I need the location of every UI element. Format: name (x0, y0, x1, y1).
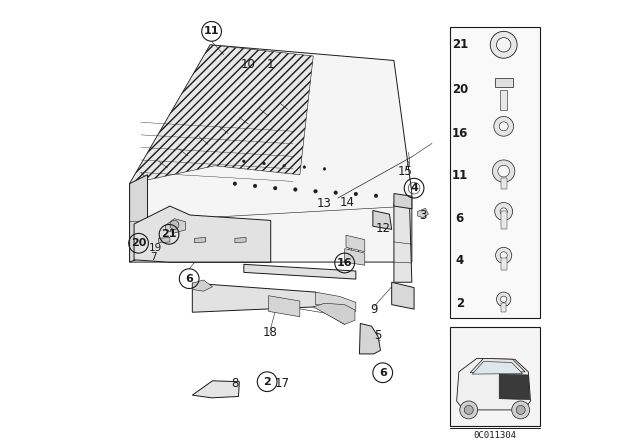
Polygon shape (192, 381, 239, 398)
Polygon shape (159, 237, 170, 243)
Circle shape (374, 194, 378, 198)
Text: 16: 16 (452, 126, 468, 140)
Polygon shape (394, 204, 412, 282)
Text: 19: 19 (149, 243, 162, 253)
Polygon shape (470, 358, 525, 373)
FancyBboxPatch shape (500, 258, 507, 270)
Circle shape (354, 192, 358, 196)
FancyBboxPatch shape (500, 178, 507, 189)
Polygon shape (235, 237, 246, 243)
Text: 20: 20 (452, 83, 468, 96)
Text: 4: 4 (456, 254, 464, 267)
Polygon shape (130, 175, 148, 262)
Text: 20: 20 (131, 238, 147, 248)
Circle shape (394, 195, 398, 199)
Circle shape (499, 122, 508, 131)
Text: 1: 1 (267, 58, 275, 72)
Text: 21: 21 (161, 229, 177, 239)
Text: 0C011304: 0C011304 (473, 431, 516, 440)
FancyBboxPatch shape (450, 27, 540, 318)
Circle shape (516, 405, 525, 414)
Text: 4: 4 (410, 183, 418, 193)
Circle shape (233, 182, 237, 185)
Text: 3: 3 (419, 208, 427, 222)
Circle shape (490, 31, 517, 58)
Circle shape (262, 162, 266, 165)
Text: 17: 17 (275, 376, 289, 390)
Text: 6: 6 (185, 274, 193, 284)
Circle shape (500, 296, 507, 302)
Circle shape (500, 208, 508, 215)
Polygon shape (195, 237, 206, 243)
Circle shape (170, 220, 179, 229)
Circle shape (493, 160, 515, 182)
Text: 15: 15 (397, 164, 413, 178)
Polygon shape (360, 323, 380, 354)
Polygon shape (418, 208, 428, 218)
Circle shape (464, 405, 473, 414)
Polygon shape (457, 358, 531, 410)
Circle shape (498, 165, 509, 177)
Polygon shape (134, 206, 271, 262)
Circle shape (294, 188, 297, 191)
Polygon shape (316, 292, 356, 311)
Circle shape (512, 401, 530, 419)
Text: 6: 6 (379, 368, 387, 378)
Text: 9: 9 (370, 302, 378, 316)
Polygon shape (130, 45, 314, 184)
Circle shape (303, 166, 306, 168)
Text: 2: 2 (263, 377, 271, 387)
Polygon shape (472, 362, 522, 374)
Text: 12: 12 (375, 222, 390, 235)
Text: 11: 11 (204, 26, 220, 36)
Polygon shape (130, 45, 412, 262)
Polygon shape (373, 211, 392, 229)
Circle shape (497, 292, 511, 306)
Polygon shape (392, 282, 414, 309)
Text: 13: 13 (317, 197, 332, 211)
Circle shape (500, 252, 508, 259)
FancyBboxPatch shape (500, 90, 508, 110)
Circle shape (323, 168, 326, 170)
Polygon shape (499, 374, 530, 400)
Polygon shape (314, 303, 355, 324)
FancyBboxPatch shape (450, 327, 540, 426)
Circle shape (283, 164, 285, 167)
Text: 10: 10 (241, 58, 256, 72)
Polygon shape (165, 219, 186, 233)
Text: 16: 16 (337, 258, 353, 268)
Text: 8: 8 (231, 377, 239, 391)
FancyBboxPatch shape (500, 211, 507, 229)
Text: 18: 18 (262, 326, 277, 340)
Polygon shape (244, 264, 356, 279)
Polygon shape (269, 296, 300, 317)
Polygon shape (345, 249, 365, 265)
Circle shape (497, 38, 511, 52)
Circle shape (314, 190, 317, 193)
Polygon shape (346, 235, 365, 252)
Circle shape (460, 401, 477, 419)
Circle shape (253, 184, 257, 188)
Circle shape (495, 202, 513, 220)
Polygon shape (192, 280, 212, 291)
Polygon shape (192, 283, 345, 324)
Text: 5: 5 (374, 328, 382, 342)
Circle shape (495, 247, 512, 263)
Text: 2: 2 (456, 297, 464, 310)
FancyBboxPatch shape (501, 303, 506, 312)
Text: 7: 7 (150, 252, 157, 262)
Circle shape (243, 160, 245, 163)
Text: 11: 11 (452, 169, 468, 182)
Text: 6: 6 (456, 211, 464, 225)
Polygon shape (394, 194, 412, 209)
Circle shape (334, 191, 337, 194)
Circle shape (494, 116, 513, 136)
FancyBboxPatch shape (495, 78, 513, 87)
Text: 14: 14 (339, 196, 355, 209)
Text: 21: 21 (452, 38, 468, 52)
Circle shape (273, 186, 277, 190)
